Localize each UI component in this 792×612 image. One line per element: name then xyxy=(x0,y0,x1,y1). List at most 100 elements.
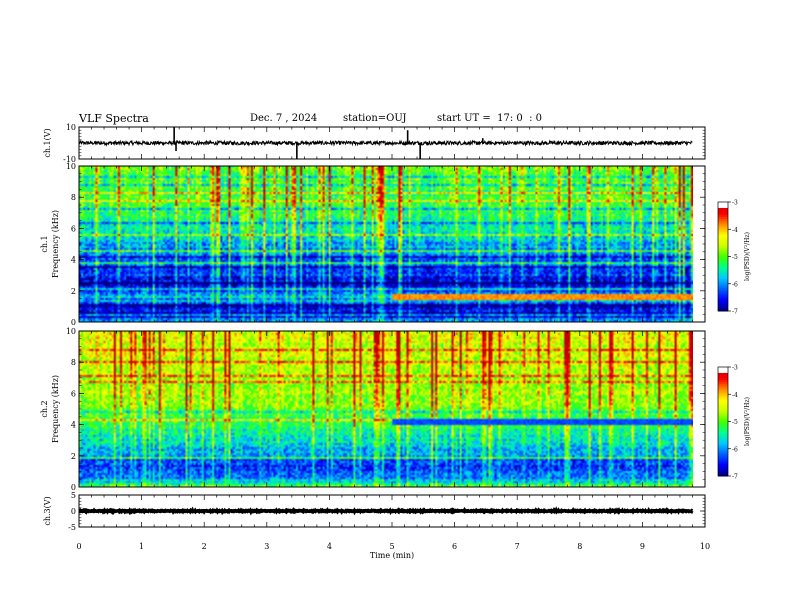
colorbar-tick-label: -7 xyxy=(732,474,738,481)
colorbar-cell xyxy=(718,247,728,250)
panel-axes-2: 0 2 4 6 8 10 ch.1 Frequency (kHz) xyxy=(40,162,706,327)
colorbar-cell xyxy=(718,468,728,472)
colorbar-cell xyxy=(718,303,728,307)
colorbar-cell xyxy=(718,231,728,234)
colorbar-cell xyxy=(718,309,728,312)
colorbar-cell xyxy=(718,241,728,245)
spectrogram-ch1 xyxy=(79,166,693,322)
colorbar-cell xyxy=(718,281,728,285)
colorbar-cell xyxy=(718,307,728,310)
y-tick-label: -5 xyxy=(68,523,76,532)
colorbar-cell xyxy=(718,381,728,384)
colorbar-cell xyxy=(718,298,728,301)
colorbar-cell xyxy=(718,445,728,448)
colorbar-cell xyxy=(718,269,728,272)
colorbar-cell xyxy=(718,296,728,299)
colorbar-tick-label: -5 xyxy=(732,254,738,261)
colorbar-cell xyxy=(718,461,728,464)
colorbar-cell xyxy=(718,256,728,259)
y-tick-label: 5 xyxy=(71,491,76,500)
figure-date: Dec. 7 , 2024 xyxy=(250,113,318,124)
colorbar-label: log(PSD)(V²/Hz) xyxy=(744,232,751,281)
colorbar-cell xyxy=(718,394,728,397)
colorbar-cell xyxy=(718,392,728,395)
colorbar-tick-label: -6 xyxy=(732,446,738,453)
colorbar-cell xyxy=(718,405,728,408)
colorbar-cell xyxy=(718,434,728,437)
colorbar-cell xyxy=(718,457,728,461)
y-tick-label: 0 xyxy=(71,483,76,492)
x-tick-label: 9 xyxy=(640,542,645,551)
y-tick-label: 4 xyxy=(71,256,76,265)
colorbar-cell xyxy=(718,209,728,212)
colorbar-cell xyxy=(718,414,728,417)
colorbar-cell xyxy=(718,441,728,444)
colorbar-cell xyxy=(718,245,728,248)
x-tick-label: 0 xyxy=(76,542,81,551)
colorbar-cell xyxy=(718,443,728,446)
colorbar-cell xyxy=(718,260,728,263)
colorbar-cell xyxy=(718,367,728,370)
colorbar-cell xyxy=(718,376,728,379)
colorbar-cell xyxy=(718,379,728,383)
colorbar-cell xyxy=(718,470,728,473)
colorbar-cell xyxy=(718,463,728,466)
colorbar-cell xyxy=(718,386,728,390)
colorbar-cell xyxy=(718,258,728,261)
colorbar-cell xyxy=(718,214,728,218)
x-axis-label: Time (min) xyxy=(370,551,414,560)
colorbar-cell xyxy=(718,292,728,296)
y-axis-label: ch.3(V) xyxy=(43,496,52,525)
colorbar-cell xyxy=(718,428,728,432)
y-tick-label: 4 xyxy=(71,421,76,430)
colorbar-cell xyxy=(718,207,728,210)
colorbar-cell xyxy=(718,271,728,274)
colorbar-cell xyxy=(718,202,728,205)
figure-station: station=OUJ xyxy=(343,113,407,124)
colorbar-cell xyxy=(718,232,728,236)
colorbar-cell xyxy=(718,289,728,292)
colorbar-cell xyxy=(718,221,728,225)
colorbar-cell xyxy=(718,238,728,241)
y-tick-label: 2 xyxy=(71,452,76,461)
colorbar-cell xyxy=(718,401,728,404)
y-axis-label-channel: ch.1 xyxy=(40,235,49,252)
y-axis-label-channel: ch.2 xyxy=(40,400,49,417)
colorbar-cell xyxy=(718,439,728,442)
colorbar-cell xyxy=(718,385,728,388)
colorbar-cell xyxy=(718,263,728,267)
colorbar-cell xyxy=(718,430,728,433)
colorbar-cell xyxy=(718,251,728,254)
colorbar-cell xyxy=(718,370,728,373)
colorbar-cell xyxy=(718,417,728,421)
y-tick-label: -10 xyxy=(63,155,76,164)
colorbar-cell xyxy=(718,261,728,265)
waveform-panel-4 xyxy=(78,506,694,516)
figure-title: VLF Spectra xyxy=(79,112,149,125)
x-tick-label: 3 xyxy=(264,542,269,551)
waveform-trace xyxy=(78,139,693,147)
colorbar-tick-label: -4 xyxy=(732,227,738,234)
x-tick-label: 7 xyxy=(515,542,520,551)
colorbar-cell xyxy=(718,474,728,477)
colorbar-cell xyxy=(718,252,728,256)
colorbar-cell xyxy=(718,212,728,216)
colorbar-cell xyxy=(718,243,728,247)
x-tick-label: 4 xyxy=(327,542,332,551)
colorbar-cell xyxy=(718,450,728,453)
colorbar-ch1: -3 -4 -5 -6 -7 log(PSD)(V²/Hz) xyxy=(717,200,751,316)
colorbar-cell xyxy=(718,448,728,452)
colorbar-cell xyxy=(718,220,728,223)
y-axis-label: ch.1(V) xyxy=(43,128,52,157)
colorbar-cell xyxy=(718,456,728,459)
colorbar-cell xyxy=(718,274,728,277)
colorbar-cell xyxy=(718,408,728,412)
colorbar-cell xyxy=(718,412,728,415)
colorbar-cell xyxy=(718,421,728,424)
panel-axes-4: 5 0 -5 ch.3(V) xyxy=(43,491,706,532)
colorbar-tick-label: -4 xyxy=(732,392,738,399)
colorbar-cell xyxy=(718,218,728,221)
colorbar-cell xyxy=(718,377,728,381)
y-tick-label: 10 xyxy=(66,162,76,171)
